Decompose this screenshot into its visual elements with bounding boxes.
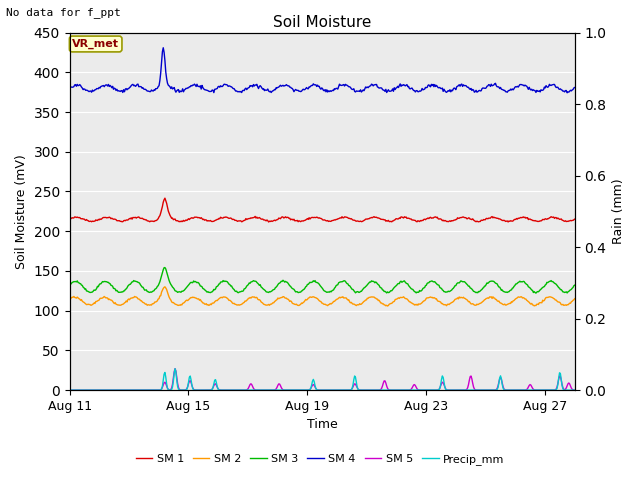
SM 5 [364,387,372,393]
SM 3 [364,281,372,287]
SM 3 [161,264,169,270]
SM 2 [571,296,579,301]
SM 4 [159,45,167,50]
SM 4 [66,83,74,89]
SM 5 [447,387,454,393]
Text: No data for f_ppt: No data for f_ppt [6,7,121,18]
SM 2 [155,296,163,301]
SM 4 [447,89,454,95]
SM 5 [172,366,179,372]
Line: Precip_mm: Precip_mm [70,369,575,390]
SM 3 [155,281,163,287]
Precip_mm [172,366,179,372]
Title: Soil Moisture: Soil Moisture [273,15,371,30]
SM 4 [155,83,163,89]
SM 1 [155,214,163,220]
Line: SM 3: SM 3 [70,267,575,293]
SM 4 [404,84,412,90]
Y-axis label: Rain (mm): Rain (mm) [612,179,625,244]
SM 5 [404,387,412,393]
SM 2 [196,297,204,302]
SM 5 [295,387,303,393]
SM 2 [66,296,74,302]
Precip_mm [155,387,163,393]
Precip_mm [295,387,303,393]
Text: VR_met: VR_met [72,39,119,49]
SM 1 [365,216,373,222]
SM 1 [296,218,304,224]
SM 2 [404,298,412,304]
Line: SM 5: SM 5 [70,369,575,390]
SM 1 [66,216,74,222]
SM 3 [295,289,303,295]
SM 1 [161,195,169,201]
SM 3 [447,288,454,294]
SM 2 [448,300,456,305]
SM 1 [265,219,273,225]
SM 2 [384,303,392,309]
SM 2 [364,296,372,301]
SM 1 [571,216,579,222]
Precip_mm [447,387,454,393]
Precip_mm [364,387,372,393]
SM 3 [404,281,412,287]
SM 5 [196,387,204,393]
Y-axis label: Soil Moisture (mV): Soil Moisture (mV) [15,154,28,269]
SM 4 [563,90,571,96]
Precip_mm [196,387,204,393]
Precip_mm [571,387,579,393]
Line: SM 4: SM 4 [70,48,575,93]
SM 4 [295,88,303,94]
SM 5 [155,387,163,393]
SM 2 [161,284,169,290]
Legend: SM 1, SM 2, SM 3, SM 4, SM 5, Precip_mm: SM 1, SM 2, SM 3, SM 4, SM 5, Precip_mm [131,450,509,469]
SM 1 [404,216,412,221]
SM 3 [196,283,204,289]
SM 1 [448,218,456,224]
SM 1 [196,216,204,221]
Precip_mm [404,387,412,393]
SM 3 [571,282,579,288]
SM 3 [66,282,74,288]
SM 4 [571,84,579,90]
X-axis label: Time: Time [307,419,337,432]
SM 4 [196,83,204,89]
Line: SM 1: SM 1 [70,198,575,222]
SM 5 [571,387,579,393]
Precip_mm [66,387,74,393]
SM 5 [66,387,74,393]
SM 3 [532,290,540,296]
Line: SM 2: SM 2 [70,287,575,306]
SM 2 [295,302,303,308]
SM 4 [364,85,372,91]
